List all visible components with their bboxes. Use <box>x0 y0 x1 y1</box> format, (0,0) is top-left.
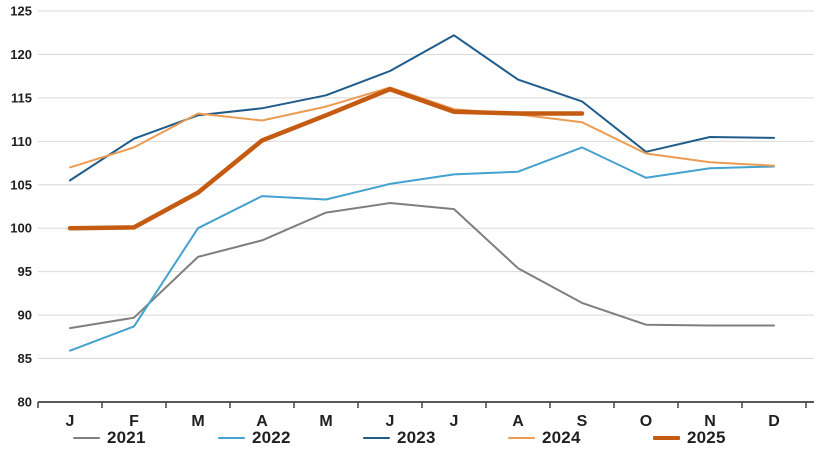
x-tick-label-8: S <box>577 413 588 428</box>
line-chart-canvas: 80 85 90 95 100 105 110 115 120 125 J F M A M J J A S O N D <box>10 4 814 430</box>
legend-item-2025: 2025 <box>653 428 726 448</box>
legend-label-2024: 2024 <box>542 428 581 447</box>
y-tick-label-110: 110 <box>11 134 32 149</box>
x-tick-label-10: N <box>704 413 716 428</box>
x-tick-label-7: A <box>512 413 524 428</box>
y-tick-label-85: 85 <box>18 351 32 366</box>
x-tick-label-5: J <box>386 413 395 428</box>
y-tick-label-80: 80 <box>18 395 32 410</box>
legend-swatch-2023 <box>363 436 390 440</box>
y-tick-label-90: 90 <box>18 308 32 323</box>
series-line-2023 <box>69 34 775 182</box>
y-tick-label-125: 125 <box>10 4 32 19</box>
legend-swatch-2021 <box>73 436 100 440</box>
x-tick-label-1: F <box>129 413 139 428</box>
legend-swatch-2025 <box>653 435 680 441</box>
x-tick-label-9: O <box>640 413 652 428</box>
y-tick-label-115: 115 <box>11 90 32 105</box>
legend-label-2023: 2023 <box>397 428 436 447</box>
y-tick-label-105: 105 <box>10 177 32 192</box>
x-tick-label-11: D <box>768 413 780 428</box>
legend-item-2023: 2023 <box>363 428 436 448</box>
legend-item-2022: 2022 <box>218 428 291 448</box>
series-line-2021 <box>69 202 775 330</box>
x-tick-label-4: M <box>319 413 332 428</box>
chart-legend: 2021 2022 2023 2024 2025 <box>0 428 820 450</box>
legend-label-2022: 2022 <box>252 428 291 447</box>
x-tick-label-3: A <box>256 413 268 428</box>
legend-label-2021: 2021 <box>107 428 146 447</box>
legend-item-2024: 2024 <box>508 428 581 448</box>
legend-label-2025: 2025 <box>687 428 726 447</box>
x-tick-label-0: J <box>66 413 75 428</box>
legend-swatch-2024 <box>508 436 535 440</box>
legend-swatch-2022 <box>218 436 245 440</box>
series-line-2022 <box>69 146 775 352</box>
series-line-2025 <box>67 86 585 231</box>
x-tick-label-6: J <box>450 413 459 428</box>
x-tick-label-2: M <box>191 413 204 428</box>
legend-item-2021: 2021 <box>73 428 146 448</box>
y-tick-label-95: 95 <box>18 264 32 279</box>
y-tick-label-100: 100 <box>10 221 32 236</box>
y-tick-label-120: 120 <box>10 47 32 62</box>
